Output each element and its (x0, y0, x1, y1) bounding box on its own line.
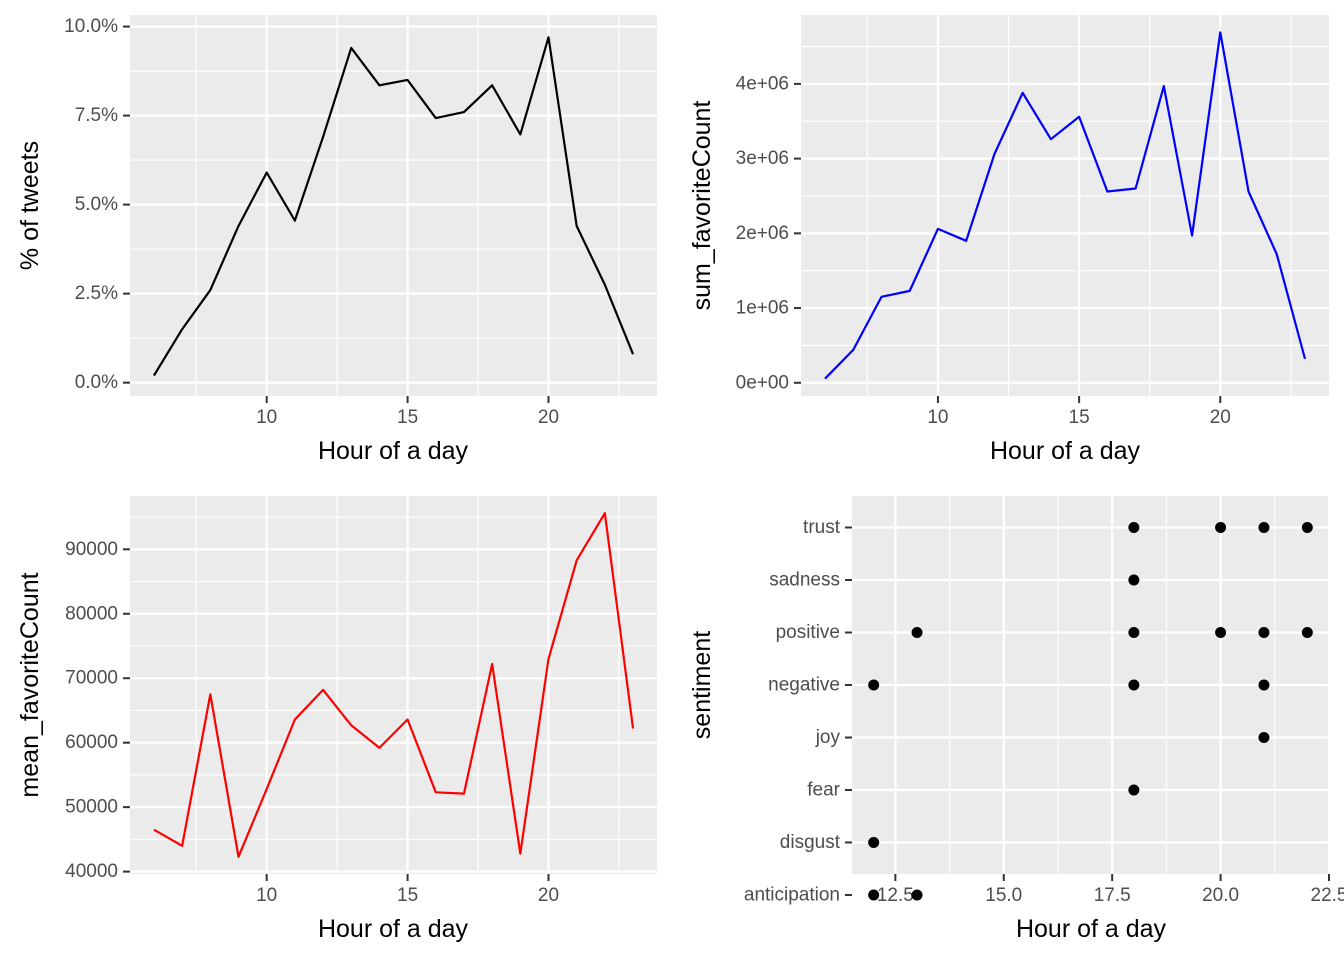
x-tick-label: 20 (538, 885, 559, 906)
y-tick-label: 1e+06 (736, 298, 789, 319)
y-tick-label: 0e+00 (736, 372, 789, 393)
data-point (868, 680, 879, 691)
x-axis-title: Hour of a day (990, 437, 1141, 465)
data-point (1215, 522, 1226, 533)
panel-4: anticipation disgust fear joy negative positi… (688, 496, 1344, 943)
x-tick-label: 12.5 (877, 885, 914, 906)
x-tick-label: 20 (538, 407, 559, 428)
data-point (1128, 627, 1139, 638)
data-point (868, 890, 879, 901)
x-tick-label: 15 (1069, 407, 1090, 428)
data-point (1258, 732, 1269, 743)
x-tick-label: 15 (397, 407, 418, 428)
y-axis-title: sentiment (688, 631, 716, 739)
y-tick-label: disgust (780, 832, 841, 853)
data-point (1302, 522, 1313, 533)
y-axis-title: mean_favoriteCount (16, 572, 44, 797)
x-axis-title: Hour of a day (1016, 915, 1167, 943)
y-axis-title: sum_favoriteCount (688, 101, 716, 311)
data-point (1258, 627, 1269, 638)
x-tick-label: 20 (1210, 407, 1231, 428)
data-point (1128, 680, 1139, 691)
x-tick-label: 17.5 (1094, 885, 1131, 906)
y-tick-label: fear (807, 780, 840, 801)
y-tick-label: 4e+06 (736, 73, 789, 94)
data-point (1128, 785, 1139, 796)
data-point (1215, 627, 1226, 638)
data-point (1128, 522, 1139, 533)
panel-3: 40000 50000 60000 70000 80000 90000 10 15 20 Hour… (16, 496, 657, 943)
y-tick-label: 3e+06 (736, 148, 789, 169)
data-point (1258, 680, 1269, 691)
y-tick-label: 40000 (65, 861, 118, 882)
panel-2: 0e+00 1e+06 2e+06 3e+06 4e+06 10 15 20 Hour of a… (688, 15, 1329, 465)
y-tick-label: 70000 (65, 668, 118, 689)
y-tick-label: 7.5% (75, 105, 118, 126)
y-tick-label: 5.0% (75, 194, 118, 215)
y-tick-label: trust (803, 517, 841, 538)
x-tick-label: 10 (927, 407, 948, 428)
y-tick-label: anticipation (744, 885, 840, 906)
y-tick-label: sadness (769, 570, 840, 591)
data-point (1128, 575, 1139, 586)
x-axis-title: Hour of a day (318, 437, 469, 465)
y-tick-label: 50000 (65, 797, 118, 818)
plot-background (130, 496, 657, 874)
y-tick-label: 80000 (65, 603, 118, 624)
y-tick-label: positive (776, 622, 840, 643)
x-tick-label: 15 (397, 885, 418, 906)
data-point (868, 837, 879, 848)
x-tick-label: 10 (256, 407, 277, 428)
data-point (912, 890, 923, 901)
y-tick-label: 0.0% (75, 372, 118, 393)
x-tick-label: 22.5 (1311, 885, 1344, 906)
y-tick-label: 90000 (65, 539, 118, 560)
x-tick-label: 20.0 (1202, 885, 1239, 906)
y-tick-label: 60000 (65, 732, 118, 753)
y-tick-label: 10.0% (64, 16, 118, 37)
x-tick-label: 15.0 (985, 885, 1022, 906)
x-axis-title: Hour of a day (318, 915, 469, 943)
data-point (912, 627, 923, 638)
data-point (1258, 522, 1269, 533)
plot-background (801, 15, 1329, 396)
y-tick-label: 2e+06 (736, 223, 789, 244)
x-tick-label: 10 (256, 885, 277, 906)
y-tick-label: negative (768, 675, 840, 696)
panel-1: 0.0% 2.5% 5.0% 7.5% 10.0% 10 15 20 Hour of a day… (16, 15, 657, 465)
y-axis-title: % of tweets (16, 141, 44, 270)
y-tick-label: 2.5% (75, 283, 118, 304)
y-tick-label: joy (815, 727, 841, 748)
data-point (1302, 627, 1313, 638)
